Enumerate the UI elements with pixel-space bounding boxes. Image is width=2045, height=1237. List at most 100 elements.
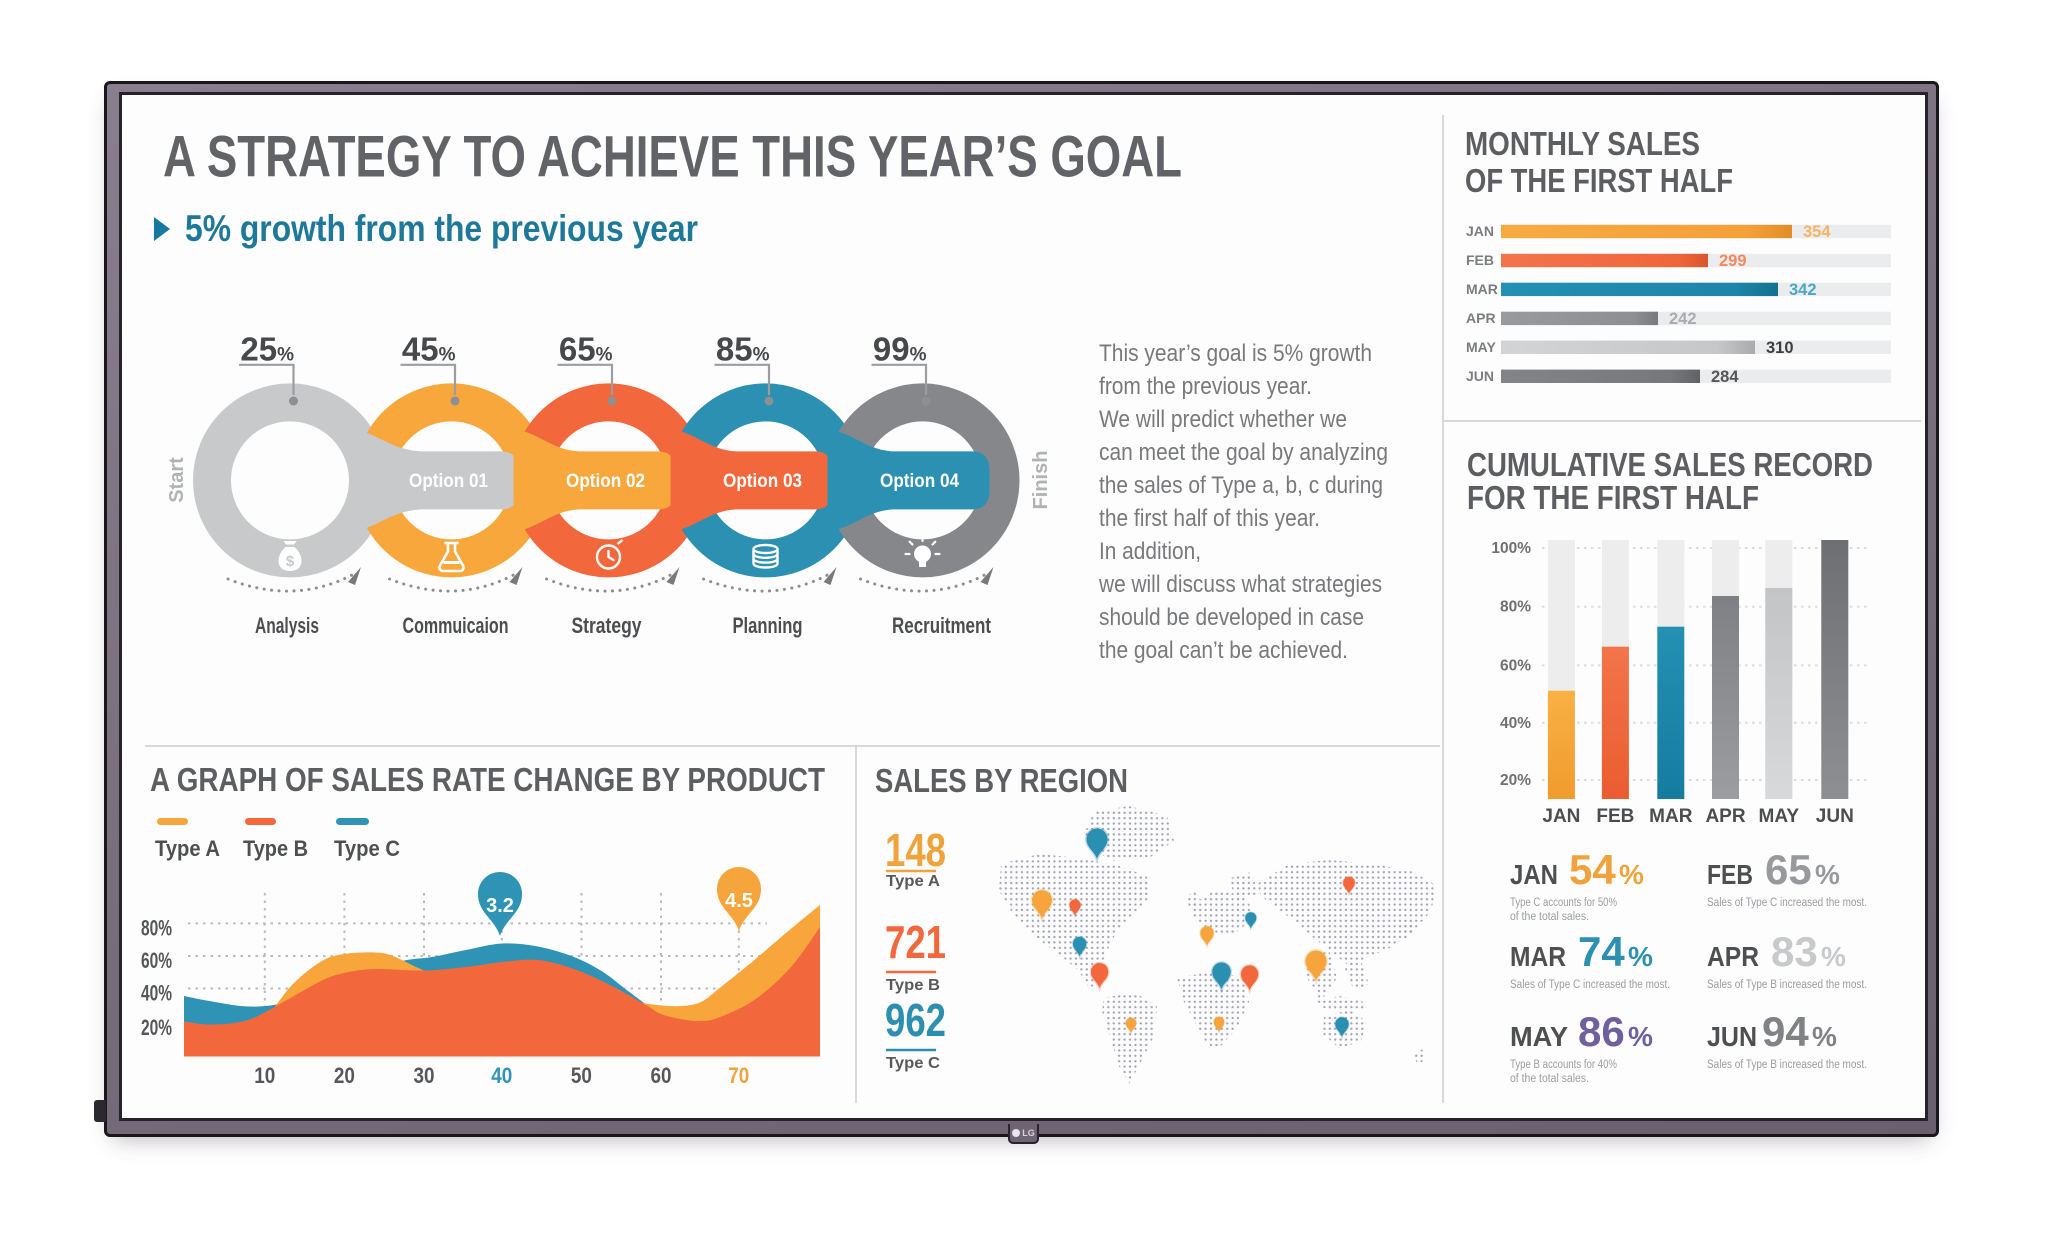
svg-text:%: % [1619,859,1644,890]
svg-text:60%: 60% [141,948,172,973]
svg-text:40: 40 [491,1063,512,1088]
svg-text:10: 10 [254,1063,275,1088]
svg-text:962: 962 [885,994,946,1046]
svg-text:25%: 25% [240,331,294,368]
svg-text:721: 721 [885,916,946,968]
svg-text:Planning: Planning [733,613,803,638]
svg-text:100%: 100% [1491,540,1531,557]
svg-text:Recruitment: Recruitment [892,613,992,638]
svg-text:should be developed in case: should be developed in case [1099,604,1364,631]
svg-text:APR: APR [1705,806,1745,827]
svg-text:Sales of Type C increased the: Sales of Type C increased the most. [1510,979,1670,991]
svg-text:APR: APR [1707,941,1759,972]
svg-text:50: 50 [571,1063,592,1088]
svg-text:FEB: FEB [1707,859,1753,890]
svg-text:We will predict whether we: We will predict whether we [1099,406,1347,433]
svg-text:85%: 85% [716,331,770,368]
svg-text:30: 30 [414,1063,435,1088]
svg-text:94: 94 [1762,1008,1809,1055]
svg-text:JAN: JAN [1466,223,1494,239]
svg-text:Finish: Finish [1030,451,1052,510]
svg-text:MAR: MAR [1466,281,1498,297]
svg-text:Option 04: Option 04 [880,471,959,492]
svg-text:Type B: Type B [886,977,940,994]
svg-text:Type C accounts for 50%: Type C accounts for 50% [1510,897,1617,909]
svg-text:60%: 60% [1500,657,1531,674]
svg-text:A STRATEGY TO ACHIEVE THIS YEA: A STRATEGY TO ACHIEVE THIS YEAR’S GOAL [163,125,1182,190]
svg-text:JUN: JUN [1707,1021,1757,1052]
svg-text:%: % [1812,1021,1837,1052]
svg-text:148: 148 [885,824,946,876]
svg-text:we will discuss what strategie: we will discuss what strategies [1098,571,1382,598]
svg-text:FEB: FEB [1596,806,1634,827]
svg-text:99%: 99% [873,331,927,368]
svg-text:This year’s goal is 5% growth: This year’s goal is 5% growth [1099,340,1372,367]
svg-text:Option 02: Option 02 [566,471,645,492]
svg-text:Commuicaion: Commuicaion [403,613,509,638]
svg-text:%: % [1628,941,1653,972]
svg-text:3.2: 3.2 [486,895,514,917]
svg-text:OF THE FIRST HALF: OF THE FIRST HALF [1465,162,1733,199]
svg-text:284: 284 [1711,368,1739,386]
svg-text:Type C: Type C [886,1055,940,1072]
svg-text:MONTHLY SALES: MONTHLY SALES [1465,125,1700,162]
svg-text:CUMULATIVE SALES RECORD: CUMULATIVE SALES RECORD [1467,446,1873,483]
svg-text:Type B accounts for 40%: Type B accounts for 40% [1510,1059,1617,1071]
svg-text:5% growth from the previous ye: 5% growth from the previous year [185,208,698,249]
svg-text:can meet the goal by analyzing: can meet the goal by analyzing [1099,439,1388,466]
svg-text:Type A: Type A [155,836,220,861]
svg-text:242: 242 [1669,310,1697,328]
svg-text:Start: Start [166,457,188,503]
svg-text:70: 70 [728,1063,749,1088]
svg-text:Type B: Type B [243,836,308,861]
svg-text:20%: 20% [141,1015,172,1040]
svg-text:JAN: JAN [1542,806,1580,827]
svg-text:MAY: MAY [1510,1021,1568,1052]
svg-text:83: 83 [1771,928,1818,975]
svg-text:%: % [1821,941,1846,972]
svg-text:the sales of Type a, b, c duri: the sales of Type a, b, c during [1099,472,1383,499]
svg-text:A GRAPH OF SALES RATE CHANGE B: A GRAPH OF SALES RATE CHANGE BY PRODUCT [150,761,825,798]
svg-text:80%: 80% [1500,599,1531,616]
svg-text:Sales of Type B increased the: Sales of Type B increased the most. [1707,979,1867,991]
svg-text:342: 342 [1789,281,1817,299]
svg-text:65%: 65% [559,331,613,368]
svg-text:310: 310 [1766,339,1794,357]
svg-text:from the previous year.: from the previous year. [1099,373,1312,400]
svg-text:In addition,: In addition, [1099,538,1201,565]
svg-text:%: % [1628,1021,1653,1052]
svg-text:4.5: 4.5 [725,890,753,912]
svg-text:of the total sales.: of the total sales. [1510,1073,1589,1085]
svg-text:Sales of Type B increased the: Sales of Type B increased the most. [1707,1059,1867,1071]
svg-text:60: 60 [651,1063,672,1088]
svg-text:20%: 20% [1500,772,1531,789]
svg-text:65: 65 [1765,846,1812,893]
svg-text:JUN: JUN [1466,368,1494,384]
svg-text:JAN: JAN [1510,859,1558,890]
svg-text:the first half of this year.: the first half of this year. [1099,505,1320,532]
svg-text:Option 01: Option 01 [409,471,488,492]
svg-text:299: 299 [1719,252,1747,270]
svg-text:Analysis: Analysis [255,613,319,638]
svg-text:FOR THE FIRST HALF: FOR THE FIRST HALF [1467,479,1759,516]
svg-text:20: 20 [334,1063,355,1088]
svg-text:FEB: FEB [1466,252,1494,268]
svg-text:MAR: MAR [1510,941,1566,972]
svg-text:Type A: Type A [886,873,940,890]
svg-text:Strategy: Strategy [572,613,643,638]
svg-text:86: 86 [1578,1008,1625,1055]
svg-text:$: $ [286,553,295,570]
svg-text:40%: 40% [141,981,172,1006]
svg-text:MAY: MAY [1759,806,1800,827]
svg-text:%: % [1815,859,1840,890]
svg-text:80%: 80% [141,915,172,940]
svg-text:SALES BY REGION: SALES BY REGION [875,762,1128,799]
svg-text:Type C: Type C [334,836,400,861]
svg-text:MAY: MAY [1466,339,1496,355]
svg-text:of the total sales.: of the total sales. [1510,911,1589,923]
svg-text:Sales of Type C increased the: Sales of Type C increased the most. [1707,897,1867,909]
svg-text:74: 74 [1578,928,1625,975]
svg-text:Option 03: Option 03 [723,471,802,492]
svg-text:JUN: JUN [1816,806,1854,827]
svg-text:the goal can’t be achieved.: the goal can’t be achieved. [1099,637,1348,664]
